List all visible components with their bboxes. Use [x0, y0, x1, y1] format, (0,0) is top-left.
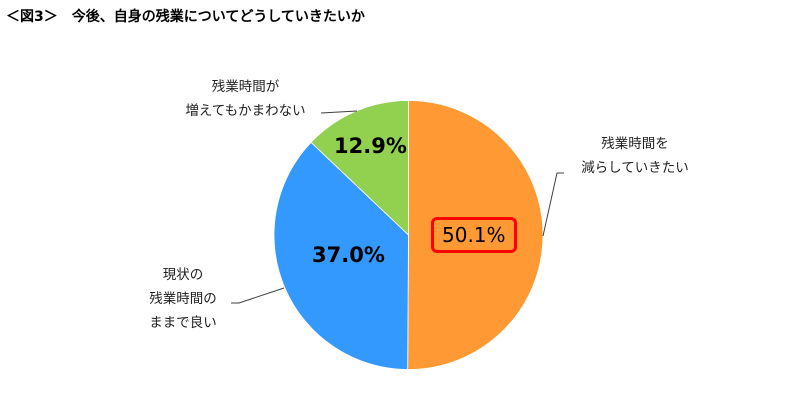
value-keep: 37.0% [312, 243, 385, 267]
leader-line-reduce [542, 172, 564, 237]
label-line: 残業時間を [601, 136, 669, 152]
pie-slice [273, 141, 409, 370]
chart-title: ＜図3＞ 今後、自身の残業についてどうしていきたいか [6, 9, 365, 25]
label-line: 残業時間の [149, 291, 217, 307]
label-line: ままで良い [149, 315, 217, 331]
pie-slices [273, 100, 544, 370]
leader-line-keep [231, 287, 285, 304]
label-reduce: 残業時間を 減らしていきたい [565, 132, 705, 180]
label-line: 現状の [162, 267, 204, 283]
value-reduce-highlighted: 50.1% [431, 217, 517, 253]
label-line: 減らしていきたい [581, 160, 689, 176]
leader-lines [231, 110, 564, 304]
label-increase: 残業時間が 増えてもかまわない [168, 75, 323, 123]
value-increase: 12.9% [334, 134, 407, 158]
label-line: 増えてもかまわない [185, 103, 306, 119]
label-keep: 現状の 残業時間の ままで良い [135, 263, 231, 335]
label-line: 残業時間が [211, 79, 280, 95]
leader-line-increase [320, 110, 358, 114]
